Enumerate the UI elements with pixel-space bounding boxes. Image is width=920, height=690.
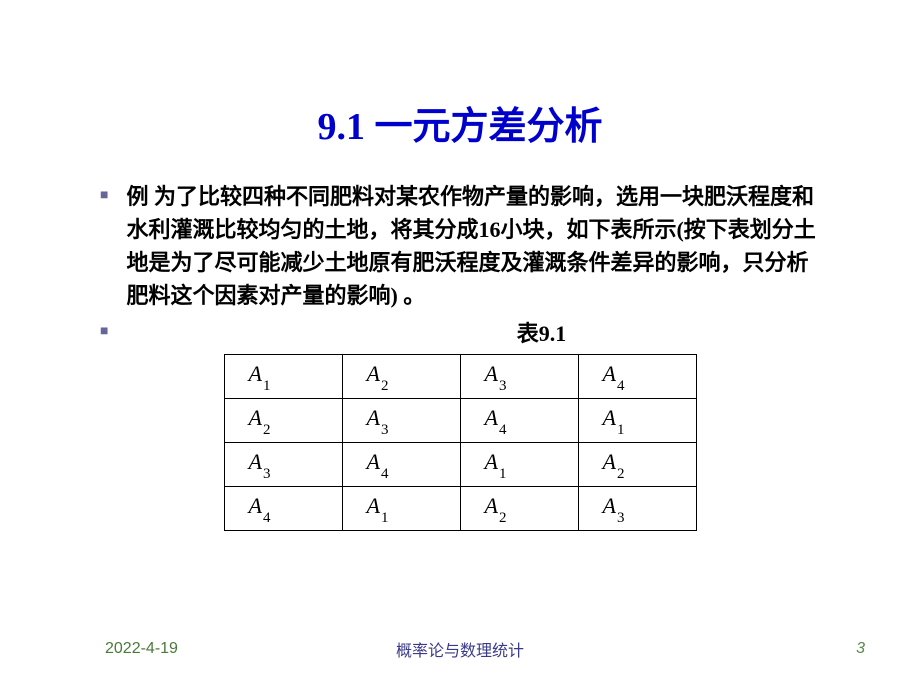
table-cell: A4 [578,355,696,399]
table-cell: A4 [460,399,578,443]
table-cell: A1 [460,443,578,487]
slide-footer: 2022-4-19 概率论与数理统计 3 [0,640,920,658]
table-row: A4A1A2A3 [224,487,696,531]
table-cell: A2 [460,487,578,531]
table-cell: A1 [578,399,696,443]
footer-date: 2022-4-19 [105,640,178,658]
bullet-icon: ■ [100,188,108,204]
table-cell: A2 [578,443,696,487]
table-row: A3A4A1A2 [224,443,696,487]
table-cell: A4 [342,443,460,487]
table-row: A2A3A4A1 [224,399,696,443]
table-cell: A1 [342,487,460,531]
bullet-paragraph-row: ■ 例 为了比较四种不同肥料对某农作物产量的影响，选用一块肥沃程度和水利灌溉比较… [130,180,830,312]
table-cell: A3 [460,355,578,399]
paragraph-text: 例 为了比较四种不同肥料对某农作物产量的影响，选用一块肥沃程度和水利灌溉比较均匀… [126,180,830,312]
data-table: A1A2A3A4A2A3A4A1A3A4A1A2A4A1A2A3 [224,354,697,531]
footer-page-number: 3 [856,640,865,658]
table-cell: A1 [224,355,342,399]
bullet-icon: ■ [100,324,108,340]
table-cell: A2 [342,355,460,399]
table-cell: A2 [224,399,342,443]
table-label: 表9.1 [126,316,826,348]
table-cell: A3 [224,443,342,487]
footer-center: 概率论与数理统计 [396,637,524,661]
table-cell: A3 [342,399,460,443]
bullet-table-label-row: ■ 表9.1 [130,316,830,348]
table-cell: A3 [578,487,696,531]
table-cell: A4 [224,487,342,531]
slide-title: 9.1 一元方差分析 [0,0,920,180]
table-row: A1A2A3A4 [224,355,696,399]
content-area: ■ 例 为了比较四种不同肥料对某农作物产量的影响，选用一块肥沃程度和水利灌溉比较… [0,180,920,348]
